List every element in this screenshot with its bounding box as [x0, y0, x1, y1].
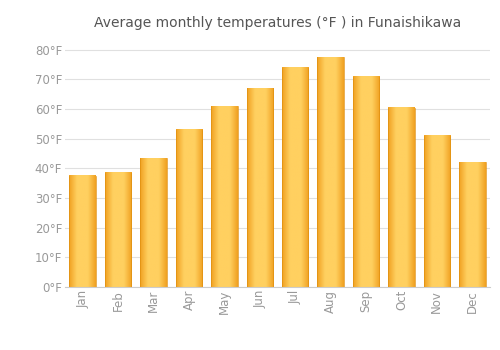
Title: Average monthly temperatures (°F ) in Funaishikawa: Average monthly temperatures (°F ) in Fu… — [94, 16, 461, 30]
